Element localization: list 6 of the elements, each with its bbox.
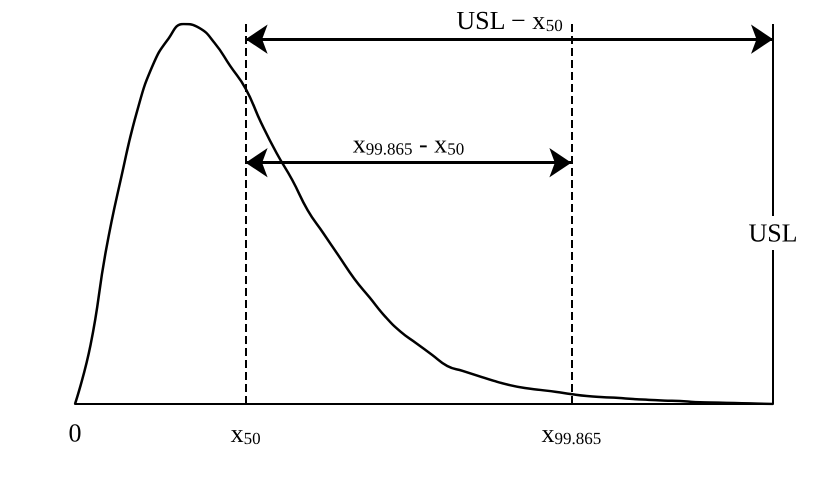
text: USL (748, 218, 798, 248)
annotation: x99.865 - x50 (352, 130, 464, 159)
x-tick-label: x99.865 (541, 419, 602, 448)
x-tick-label: x50 (230, 419, 261, 448)
annotation: USL − x50 (456, 6, 563, 36)
x-tick-label: 0 (68, 418, 82, 448)
